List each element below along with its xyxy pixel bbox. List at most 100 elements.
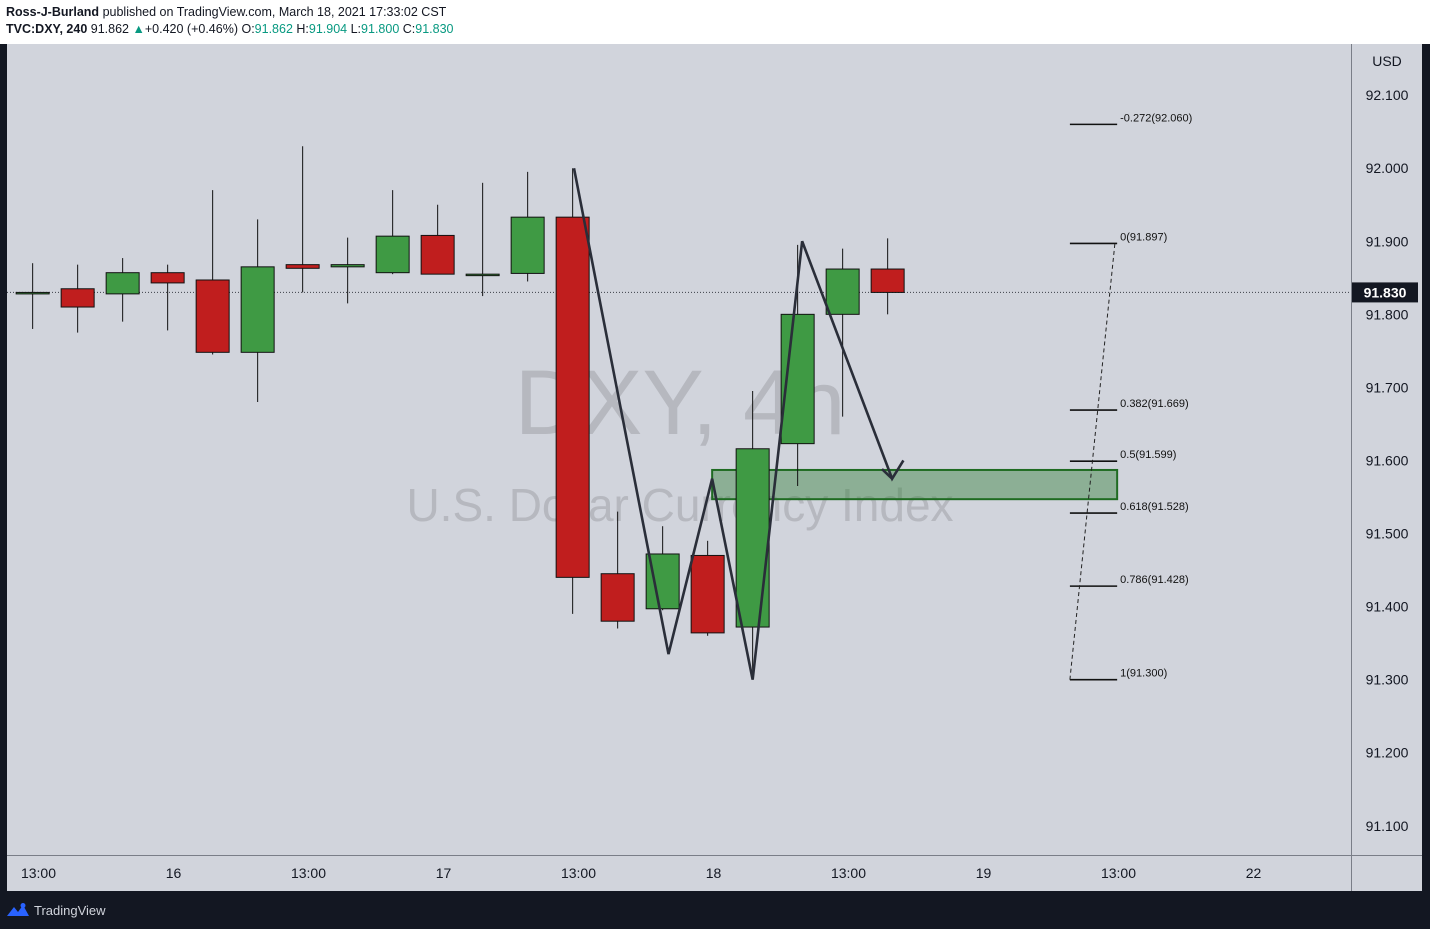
price-axis[interactable] xyxy=(1352,44,1422,855)
candle-body xyxy=(105,272,140,295)
author-name[interactable]: Ross-J-Burland xyxy=(6,5,100,19)
candle-body xyxy=(150,272,185,284)
candle-body xyxy=(870,268,905,293)
candle-body xyxy=(195,279,230,353)
fib-level-label-0: -0.272(92.060) xyxy=(1120,112,1192,124)
candle-18[interactable] xyxy=(825,248,860,417)
fib-trend-dashed-line xyxy=(1069,243,1116,680)
tradingview-logo-icon[interactable] xyxy=(6,902,30,918)
candle-13[interactable] xyxy=(600,511,635,629)
high-value: 91.904 xyxy=(308,22,348,36)
candle-2[interactable] xyxy=(105,258,140,322)
time-tick-6: 13:00 xyxy=(831,865,866,881)
time-tick-3: 17 xyxy=(436,865,452,881)
fib-level-label-3: 0.5(91.599) xyxy=(1120,449,1176,461)
close-label: C: xyxy=(402,22,416,36)
price-tick-6: 91.700 xyxy=(1366,379,1409,395)
candle-7[interactable] xyxy=(330,237,365,304)
candle-10[interactable] xyxy=(465,182,500,297)
axis-corner xyxy=(1352,856,1422,891)
fib-level-label-6: 1(91.300) xyxy=(1120,668,1167,680)
published-text: published on TradingView.com, March 18, … xyxy=(102,5,447,19)
price-tick-3: 91.400 xyxy=(1366,599,1409,615)
change-arrow-icon: ▲ xyxy=(132,22,145,36)
chart-header: Ross-J-Burland published on TradingView.… xyxy=(0,0,1430,44)
candle-5[interactable] xyxy=(240,219,275,403)
time-axis[interactable] xyxy=(7,856,1351,891)
time-tick-9: 22 xyxy=(1246,865,1262,881)
high-label: H: xyxy=(296,22,309,36)
low-label: L: xyxy=(350,22,362,36)
price-chart[interactable]: DXY, 4h U.S. Dollar Currency Index USD 9… xyxy=(0,44,1430,892)
open-value: 91.862 xyxy=(254,22,293,36)
candle-1[interactable] xyxy=(60,264,95,333)
time-tick-labels: 13:00 16 13:00 17 13:00 18 13:00 19 13:00 22 xyxy=(21,865,1262,881)
time-tick-7: 19 xyxy=(976,865,992,881)
candle-11[interactable] xyxy=(510,171,545,282)
last-price-label-group: 91.830 xyxy=(1352,282,1418,303)
candle-15[interactable] xyxy=(690,540,725,636)
candle-body xyxy=(825,268,860,315)
time-tick-8: 13:00 xyxy=(1101,865,1136,881)
support-zone-rect[interactable] xyxy=(711,468,1119,501)
currency-label: USD xyxy=(1372,53,1402,69)
candle-body xyxy=(60,288,95,308)
time-tick-1: 16 xyxy=(166,865,182,881)
candle-body xyxy=(285,264,320,269)
ohlc-legend: TVC:DXY, 240 91.862 ▲+0.420 (+0.46%) O:9… xyxy=(6,22,454,36)
watermark-name: U.S. Dollar Currency Index xyxy=(406,479,953,531)
symbol-label[interactable]: TVC:DXY, 240 xyxy=(6,22,88,36)
candle-3[interactable] xyxy=(150,264,185,331)
price-tick-9: 92.000 xyxy=(1366,160,1409,176)
candle-0[interactable] xyxy=(15,263,50,329)
candle-12[interactable] xyxy=(555,168,590,614)
price-tick-0: 91.100 xyxy=(1366,818,1409,834)
candle-body xyxy=(690,554,725,634)
candle-body xyxy=(375,235,410,274)
open-label: O: xyxy=(241,22,255,36)
candle-8[interactable] xyxy=(375,190,410,275)
change-value: +0.420 (+0.46%) xyxy=(144,22,238,36)
zigzag-arrow-head-icon xyxy=(881,468,894,480)
price-tick-labels: 91.100 91.200 91.300 91.400 91.500 91.600 91.7… xyxy=(1366,87,1409,834)
close-value: 91.830 xyxy=(415,22,454,36)
candle-19[interactable] xyxy=(870,238,905,315)
time-tick-5: 18 xyxy=(706,865,722,881)
fibonacci-extension[interactable]: -0.272(92.060) 0(91.897) 0.382(91.669) 0.5(… xyxy=(1069,112,1192,681)
candle-body xyxy=(15,291,50,295)
candle-4[interactable] xyxy=(195,190,230,355)
candle-body xyxy=(240,266,275,353)
time-tick-4: 13:00 xyxy=(561,865,596,881)
price-tick-7: 91.800 xyxy=(1366,306,1409,322)
fib-level-label-2: 0.382(91.669) xyxy=(1120,398,1189,410)
support-zone[interactable] xyxy=(711,468,1119,501)
price-tick-8: 91.900 xyxy=(1366,233,1409,249)
candle-6[interactable] xyxy=(285,146,320,293)
fib-level-label-5: 0.786(91.428) xyxy=(1120,574,1189,586)
tradingview-brand[interactable]: TradingView xyxy=(34,903,106,918)
plot-area[interactable] xyxy=(7,44,1351,855)
candle-body xyxy=(465,273,500,277)
zigzag-pattern[interactable] xyxy=(572,167,905,680)
low-value: 91.800 xyxy=(361,22,400,36)
candles[interactable] xyxy=(15,146,905,680)
last-price-badge xyxy=(1352,282,1418,303)
candle-16[interactable] xyxy=(735,391,770,680)
candle-9[interactable] xyxy=(420,204,455,275)
candle-body xyxy=(330,264,365,268)
last-price-value: 91.862 xyxy=(90,22,129,36)
fib-level-label-1: 0(91.897) xyxy=(1120,231,1167,243)
candle-body xyxy=(420,234,455,275)
price-tick-1: 91.200 xyxy=(1366,745,1409,761)
last-price-badge-text: 91.830 xyxy=(1364,284,1407,300)
footer-bar: TradingView xyxy=(0,892,1430,929)
price-tick-2: 91.300 xyxy=(1366,672,1409,688)
price-tick-10: 92.100 xyxy=(1366,87,1409,103)
candle-body xyxy=(510,216,545,274)
candle-body xyxy=(735,448,770,628)
time-tick-2: 13:00 xyxy=(291,865,326,881)
candle-body xyxy=(555,216,590,578)
price-tick-5: 91.600 xyxy=(1366,452,1409,468)
publish-info: Ross-J-Burland published on TradingView.… xyxy=(6,5,446,19)
price-tick-4: 91.500 xyxy=(1366,526,1409,542)
